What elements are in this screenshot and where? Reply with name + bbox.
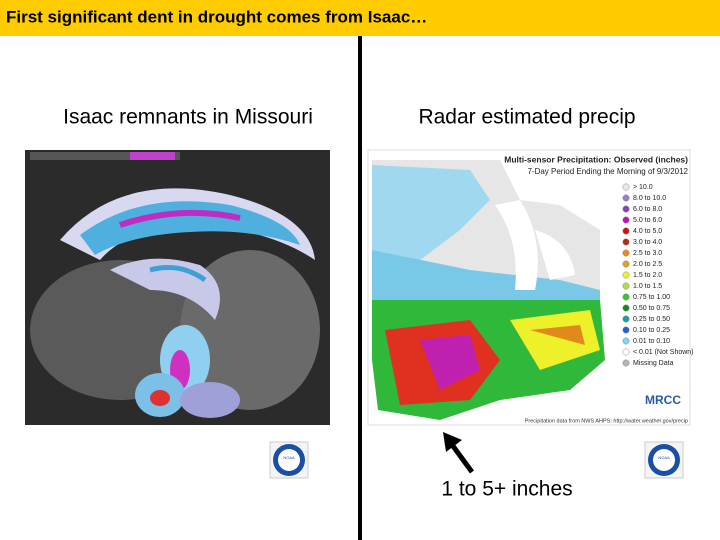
legend-swatch xyxy=(622,194,630,202)
legend-swatch xyxy=(622,326,630,334)
satellite-image xyxy=(25,150,330,425)
title-bar xyxy=(0,0,720,36)
legend-label: 0.01 to 0.10 xyxy=(633,338,670,345)
legend-label: 0.10 to 0.25 xyxy=(633,327,670,334)
legend-swatch xyxy=(622,359,630,367)
legend-label: 2.0 to 2.5 xyxy=(633,261,662,268)
legend-label: 1.5 to 2.0 xyxy=(633,272,662,279)
legend-swatch xyxy=(622,238,630,246)
mrcc-logo: MRCC xyxy=(645,393,681,407)
legend-label: 0.50 to 0.75 xyxy=(633,305,670,312)
legend-label: 4.0 to 5.0 xyxy=(633,228,662,235)
logo-text: NOAA xyxy=(658,455,670,460)
legend-label: Missing Data xyxy=(633,360,674,367)
legend-swatch xyxy=(622,315,630,323)
logo-text: NOAA xyxy=(283,455,295,460)
legend-label: 3.0 to 4.0 xyxy=(633,239,662,246)
legend-swatch xyxy=(622,249,630,257)
noaa-logo: NOAA xyxy=(269,441,309,479)
legend-label: 5.0 to 6.0 xyxy=(633,217,662,224)
precip-map xyxy=(367,149,691,426)
legend-label: 6.0 to 8.0 xyxy=(633,206,662,213)
annotation: 1 to 5+ inches xyxy=(441,478,572,501)
legend-swatch xyxy=(622,282,630,290)
left-heading: Isaac remnants in Missouri xyxy=(63,106,313,129)
divider xyxy=(358,36,362,540)
legend-swatch xyxy=(622,304,630,312)
legend-label: > 10.0 xyxy=(633,184,653,191)
legend-label: 0.25 to 0.50 xyxy=(633,316,670,323)
legend-swatch xyxy=(622,216,630,224)
map-source: Precipitation data from NWS AHPS: http:/… xyxy=(525,418,688,424)
legend-swatch xyxy=(622,260,630,268)
map-legend: Multi-sensor Precipitation: Observed (in… xyxy=(504,154,693,424)
noaa-logo: NOAA xyxy=(644,441,684,479)
map-subtitle: 7-Day Period Ending the Morning of 9/3/2… xyxy=(527,167,688,176)
legend-label: 0.75 to 1.00 xyxy=(633,294,670,301)
legend-label: < 0.01 (Not Shown) xyxy=(633,349,694,356)
arrow-head xyxy=(443,432,462,452)
legend-swatch xyxy=(622,227,630,235)
legend-swatch xyxy=(622,348,630,356)
legend-swatch xyxy=(622,337,630,345)
legend-label: 2.5 to 3.0 xyxy=(633,250,662,257)
map-title: Multi-sensor Precipitation: Observed (in… xyxy=(504,154,688,164)
slide-title: First significant dent in drought comes … xyxy=(6,7,427,26)
legend-swatch xyxy=(622,271,630,279)
legend-label: 1.0 to 1.5 xyxy=(633,283,662,290)
legend-label: 8.0 to 10.0 xyxy=(633,195,666,202)
arrow xyxy=(447,440,475,474)
legend-swatch xyxy=(622,205,630,213)
legend-swatch xyxy=(622,293,630,301)
legend-swatch xyxy=(622,183,630,191)
right-heading: Radar estimated precip xyxy=(418,106,635,129)
